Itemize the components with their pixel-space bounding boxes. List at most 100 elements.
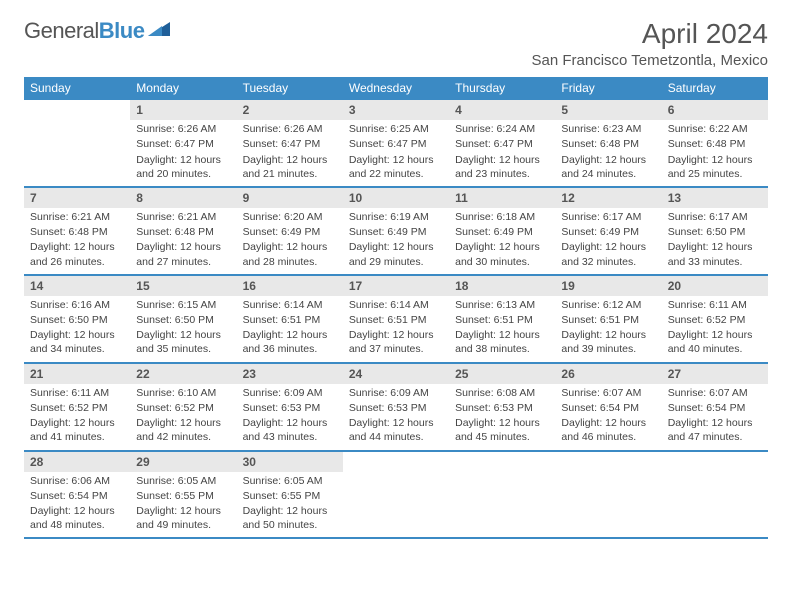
calendar-cell: 10Sunrise: 6:19 AMSunset: 6:49 PMDayligh… <box>343 187 449 275</box>
day-body: Sunrise: 6:26 AMSunset: 6:47 PMDaylight:… <box>237 120 343 186</box>
sunrise-line: Sunrise: 6:17 AM <box>561 210 655 224</box>
day-body: Sunrise: 6:21 AMSunset: 6:48 PMDaylight:… <box>24 208 130 274</box>
logo-word-2: Blue <box>99 18 145 43</box>
daylight-line: Daylight: 12 hours and 34 minutes. <box>30 328 124 356</box>
calendar-cell: 30Sunrise: 6:05 AMSunset: 6:55 PMDayligh… <box>237 451 343 539</box>
day-number: 6 <box>662 100 768 120</box>
day-body: Sunrise: 6:10 AMSunset: 6:52 PMDaylight:… <box>130 384 236 450</box>
sunrise-line: Sunrise: 6:09 AM <box>349 386 443 400</box>
day-body: Sunrise: 6:26 AMSunset: 6:47 PMDaylight:… <box>130 120 236 186</box>
calendar-cell <box>24 100 130 187</box>
sunrise-line: Sunrise: 6:11 AM <box>30 386 124 400</box>
day-body: Sunrise: 6:19 AMSunset: 6:49 PMDaylight:… <box>343 208 449 274</box>
day-body: Sunrise: 6:16 AMSunset: 6:50 PMDaylight:… <box>24 296 130 362</box>
day-number: 29 <box>130 452 236 472</box>
location: San Francisco Temetzontla, Mexico <box>532 52 769 69</box>
calendar-cell: 5Sunrise: 6:23 AMSunset: 6:48 PMDaylight… <box>555 100 661 187</box>
day-body: Sunrise: 6:06 AMSunset: 6:54 PMDaylight:… <box>24 472 130 538</box>
day-body: Sunrise: 6:15 AMSunset: 6:50 PMDaylight:… <box>130 296 236 362</box>
sunset-line: Sunset: 6:51 PM <box>243 313 337 327</box>
day-body: Sunrise: 6:05 AMSunset: 6:55 PMDaylight:… <box>237 472 343 538</box>
daylight-line: Daylight: 12 hours and 36 minutes. <box>243 328 337 356</box>
sunset-line: Sunset: 6:51 PM <box>561 313 655 327</box>
calendar-cell: 23Sunrise: 6:09 AMSunset: 6:53 PMDayligh… <box>237 363 343 451</box>
calendar-cell: 3Sunrise: 6:25 AMSunset: 6:47 PMDaylight… <box>343 100 449 187</box>
sunset-line: Sunset: 6:49 PM <box>243 225 337 239</box>
day-number: 26 <box>555 364 661 384</box>
day-body: Sunrise: 6:22 AMSunset: 6:48 PM Daylight:… <box>662 120 768 186</box>
logo-word-1: General <box>24 18 99 43</box>
daylight-line: Daylight: 12 hours and 43 minutes. <box>243 416 337 444</box>
day-body: Sunrise: 6:14 AMSunset: 6:51 PMDaylight:… <box>237 296 343 362</box>
daylight-line: Daylight: 12 hours and 25 minutes. <box>668 153 762 181</box>
calendar-cell: 29Sunrise: 6:05 AMSunset: 6:55 PMDayligh… <box>130 451 236 539</box>
sunset-line: Sunset: 6:48 PM <box>668 137 762 151</box>
day-number: 15 <box>130 276 236 296</box>
calendar-cell: 25Sunrise: 6:08 AMSunset: 6:53 PMDayligh… <box>449 363 555 451</box>
day-body: Sunrise: 6:07 AMSunset: 6:54 PMDaylight:… <box>662 384 768 450</box>
day-body: Sunrise: 6:11 AMSunset: 6:52 PMDaylight:… <box>24 384 130 450</box>
sunrise-line: Sunrise: 6:10 AM <box>136 386 230 400</box>
daylight-line: Daylight: 12 hours and 49 minutes. <box>136 504 230 532</box>
sunrise-line: Sunrise: 6:05 AM <box>243 474 337 488</box>
weekday-header: Wednesday <box>343 77 449 100</box>
calendar-cell <box>449 451 555 539</box>
calendar-cell: 24Sunrise: 6:09 AMSunset: 6:53 PMDayligh… <box>343 363 449 451</box>
day-number: 4 <box>449 100 555 120</box>
daylight-line: Daylight: 12 hours and 26 minutes. <box>30 240 124 268</box>
sunrise-line: Sunrise: 6:21 AM <box>136 210 230 224</box>
daylight-line: Daylight: 12 hours and 35 minutes. <box>136 328 230 356</box>
sunrise-line: Sunrise: 6:14 AM <box>243 298 337 312</box>
sunset-line: Sunset: 6:51 PM <box>455 313 549 327</box>
calendar-cell: 11Sunrise: 6:18 AMSunset: 6:49 PMDayligh… <box>449 187 555 275</box>
sunset-line: Sunset: 6:53 PM <box>243 401 337 415</box>
daylight-line: Daylight: 12 hours and 41 minutes. <box>30 416 124 444</box>
sunrise-line: Sunrise: 6:13 AM <box>455 298 549 312</box>
daylight-line: Daylight: 12 hours and 38 minutes. <box>455 328 549 356</box>
sunrise-line: Sunrise: 6:20 AM <box>243 210 337 224</box>
daylight-line: Daylight: 12 hours and 46 minutes. <box>561 416 655 444</box>
sunrise-line: Sunrise: 6:18 AM <box>455 210 549 224</box>
day-number: 22 <box>130 364 236 384</box>
day-body: Sunrise: 6:12 AMSunset: 6:51 PMDaylight:… <box>555 296 661 362</box>
calendar-cell: 15Sunrise: 6:15 AMSunset: 6:50 PMDayligh… <box>130 275 236 363</box>
sunset-line: Sunset: 6:47 PM <box>349 137 443 151</box>
day-number: 16 <box>237 276 343 296</box>
calendar-cell <box>343 451 449 539</box>
calendar-cell: 13Sunrise: 6:17 AMSunset: 6:50 PMDayligh… <box>662 187 768 275</box>
sunset-line: Sunset: 6:47 PM <box>136 137 230 151</box>
sunrise-line: Sunrise: 6:05 AM <box>136 474 230 488</box>
sunset-line: Sunset: 6:48 PM <box>561 137 655 151</box>
sunset-line: Sunset: 6:50 PM <box>668 225 762 239</box>
sunrise-line: Sunrise: 6:22 AM <box>668 122 762 136</box>
sunrise-line: Sunrise: 6:12 AM <box>561 298 655 312</box>
day-number: 28 <box>24 452 130 472</box>
day-body: Sunrise: 6:21 AMSunset: 6:48 PMDaylight:… <box>130 208 236 274</box>
day-body: Sunrise: 6:17 AMSunset: 6:49 PMDaylight:… <box>555 208 661 274</box>
logo-triangle-icon <box>148 20 170 43</box>
weekday-header: Thursday <box>449 77 555 100</box>
day-number: 25 <box>449 364 555 384</box>
day-number: 21 <box>24 364 130 384</box>
sunrise-line: Sunrise: 6:07 AM <box>668 386 762 400</box>
day-number: 19 <box>555 276 661 296</box>
day-body: Sunrise: 6:07 AMSunset: 6:54 PMDaylight:… <box>555 384 661 450</box>
calendar-cell: 9Sunrise: 6:20 AMSunset: 6:49 PMDaylight… <box>237 187 343 275</box>
calendar-cell <box>662 451 768 539</box>
daylight-line: Daylight: 12 hours and 40 minutes. <box>668 328 762 356</box>
sunset-line: Sunset: 6:51 PM <box>349 313 443 327</box>
sunrise-line: Sunrise: 6:25 AM <box>349 122 443 136</box>
day-body: Sunrise: 6:18 AMSunset: 6:49 PMDaylight:… <box>449 208 555 274</box>
day-number: 17 <box>343 276 449 296</box>
calendar-row: 7Sunrise: 6:21 AMSunset: 6:48 PMDaylight… <box>24 187 768 275</box>
calendar-cell: 27Sunrise: 6:07 AMSunset: 6:54 PMDayligh… <box>662 363 768 451</box>
day-body: Sunrise: 6:05 AMSunset: 6:55 PMDaylight:… <box>130 472 236 538</box>
calendar-cell: 8Sunrise: 6:21 AMSunset: 6:48 PMDaylight… <box>130 187 236 275</box>
day-number: 13 <box>662 188 768 208</box>
daylight-line: Daylight: 12 hours and 32 minutes. <box>561 240 655 268</box>
header: GeneralBlue April 2024 San Francisco Tem… <box>24 18 768 69</box>
weekday-header: Tuesday <box>237 77 343 100</box>
daylight-line: Daylight: 12 hours and 29 minutes. <box>349 240 443 268</box>
sunset-line: Sunset: 6:53 PM <box>349 401 443 415</box>
sunset-line: Sunset: 6:50 PM <box>30 313 124 327</box>
